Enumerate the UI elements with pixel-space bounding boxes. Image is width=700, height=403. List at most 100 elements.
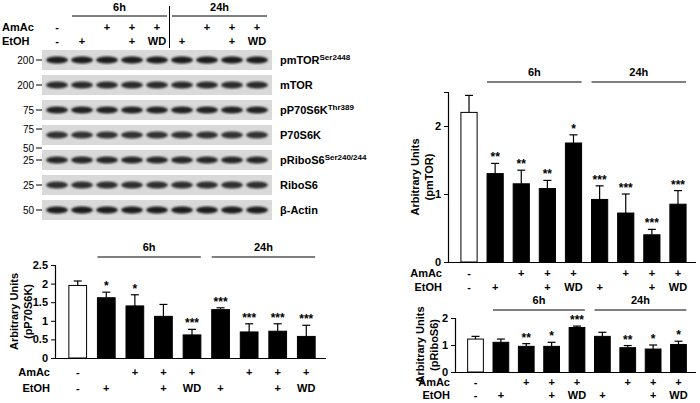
significance: *: [676, 328, 681, 342]
band: [246, 107, 268, 114]
error-bar-stem: [495, 163, 496, 173]
band: [146, 157, 168, 164]
band: [196, 82, 218, 89]
mw-label: 200: [17, 55, 34, 66]
condition-label: +: [518, 267, 524, 279]
row-label: WD: [148, 35, 166, 47]
bar: [297, 336, 315, 358]
group-line: [172, 16, 267, 17]
y-axis: 00.511.522.5: [33, 259, 56, 364]
row-label: +: [179, 35, 185, 47]
error-bar-stem: [134, 295, 135, 306]
band: [96, 182, 118, 189]
y-tick-label: 1.5: [33, 296, 48, 308]
band: [246, 182, 268, 189]
group-line: [72, 16, 167, 17]
band: [121, 82, 143, 89]
band: [96, 207, 118, 214]
x-axis: [55, 358, 326, 359]
band: [71, 107, 93, 114]
bar: [69, 285, 87, 358]
mw-label: 50: [23, 143, 35, 154]
protein-name: pmTOR: [280, 54, 320, 66]
condition-label: +: [492, 281, 498, 293]
band: [171, 107, 193, 114]
significance: **: [543, 167, 553, 181]
protein-site: Ser240/244: [325, 153, 367, 162]
bar: [97, 298, 115, 358]
y-tick: 1: [42, 315, 55, 327]
significance: *: [104, 279, 109, 293]
y-tick-label: 2: [435, 120, 441, 132]
error-bar-stem: [77, 281, 78, 285]
significance: *: [651, 332, 656, 346]
group-line: [592, 82, 687, 83]
band: [171, 132, 193, 139]
error-bar: [598, 332, 606, 336]
significance: *: [571, 122, 576, 136]
error-bar: [622, 194, 630, 213]
y-tick-label: 0: [42, 352, 48, 364]
significance: ***: [214, 295, 228, 309]
group-label: 6h: [528, 66, 541, 78]
condition-name: EtOH: [23, 382, 51, 394]
band: [71, 207, 93, 214]
condition-label: +: [625, 376, 631, 388]
condition-label: WD: [564, 281, 582, 293]
bar: [155, 316, 173, 358]
error-bar: [570, 135, 578, 143]
band: [221, 132, 243, 139]
condition-label: -: [76, 366, 80, 378]
error-bar-stem: [521, 170, 522, 184]
mw-label: 200: [17, 80, 34, 91]
band: [146, 82, 168, 89]
row-label: WD: [248, 35, 266, 47]
protein-name: P70S6K: [280, 129, 321, 141]
significance: ***: [242, 311, 256, 325]
row-label: +: [104, 21, 110, 33]
row-label: +: [129, 35, 135, 47]
mw-tick: [36, 148, 42, 149]
group-line: [493, 310, 585, 311]
protein-name: mTOR: [280, 79, 313, 91]
condition-label: +: [623, 267, 629, 279]
bar: [620, 348, 636, 372]
protein-label: pmTORSer2448: [280, 53, 351, 67]
mw-tick: [36, 129, 42, 130]
error-bar-stem: [625, 194, 626, 213]
group-divider: [169, 6, 170, 48]
bar: [518, 346, 534, 372]
error-bar: [517, 170, 525, 184]
condition-label: +: [596, 281, 602, 293]
bar-chart: *****************00.511.522.5Arbitrary U…: [8, 241, 326, 394]
band: [171, 57, 193, 64]
y-tick: 0: [42, 352, 55, 364]
condition-label: +: [160, 382, 166, 394]
y-tick-mark: [451, 372, 455, 373]
row-label: +: [229, 21, 235, 33]
error-bar-cap: [159, 304, 167, 305]
condition-label: +: [103, 382, 109, 394]
band: [121, 207, 143, 214]
x-axis-line: [448, 262, 696, 263]
error-bar: [497, 339, 505, 342]
error-bar-cap: [74, 280, 82, 281]
band: [196, 107, 218, 114]
condition-name: EtOH: [415, 281, 443, 293]
y-tick: 2: [435, 120, 448, 132]
row-name: EtOH: [2, 35, 30, 47]
band: [71, 182, 93, 189]
error-bar: [596, 186, 604, 200]
x-axis: [455, 372, 696, 373]
bar: [539, 189, 555, 262]
error-bar: [491, 163, 499, 173]
bar: [544, 346, 560, 372]
condition-label: -: [467, 267, 471, 279]
mw-tick: [36, 210, 42, 211]
bar: [565, 143, 581, 262]
bar: [126, 306, 144, 358]
y-tick-label: 2: [442, 312, 448, 324]
y-tick: 1.5: [33, 296, 55, 308]
bar: [461, 112, 477, 262]
protein-name: β-Actin: [280, 204, 318, 216]
